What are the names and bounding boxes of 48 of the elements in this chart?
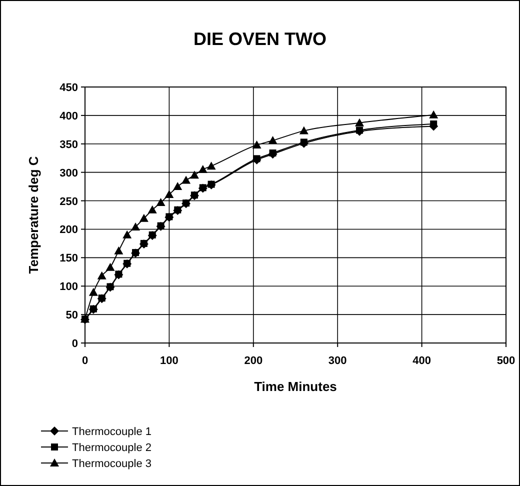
y-tick-label: 300	[60, 167, 78, 180]
point	[97, 271, 106, 280]
y-tick-label: 150	[60, 252, 78, 265]
point	[356, 126, 363, 134]
point	[114, 246, 124, 254]
y-axis-title: Temperature deg C	[26, 156, 41, 274]
point	[299, 126, 308, 134]
y-tick-label: 350	[60, 138, 78, 151]
point	[140, 240, 148, 247]
y-tick-label: 400	[60, 110, 78, 122]
point	[148, 205, 157, 214]
legend-label: Thermocouple 1	[72, 426, 152, 438]
x-tick-label: 300	[328, 355, 347, 367]
y-tick-label: 250	[60, 196, 78, 208]
legend-label: Thermocouple 2	[72, 442, 152, 454]
point	[122, 230, 132, 238]
y-tick-label: 0	[72, 338, 78, 350]
point	[198, 164, 208, 173]
point	[139, 214, 148, 222]
y-tick-label: 450	[60, 82, 78, 94]
x-tick-label: 200	[244, 355, 263, 367]
point	[164, 190, 174, 198]
point	[182, 176, 191, 184]
point	[429, 110, 438, 118]
point	[88, 288, 98, 296]
point	[268, 136, 278, 144]
point	[173, 182, 182, 190]
point	[253, 155, 260, 162]
y-tick-label: 200	[60, 224, 78, 236]
point	[300, 138, 308, 146]
point	[131, 222, 140, 230]
x-tick-label: 100	[160, 355, 178, 367]
chart-title: DIE OVEN TWO	[193, 29, 327, 49]
y-tick-label: 50	[66, 310, 78, 322]
point	[190, 170, 199, 179]
legend-label: Thermocouple 3	[72, 458, 152, 470]
x-tick-label: 0	[82, 355, 88, 367]
x-tick-label: 400	[412, 355, 431, 367]
x-axis-title: Time Minutes	[254, 379, 337, 394]
point	[106, 262, 115, 271]
point	[206, 162, 216, 170]
point	[354, 118, 364, 126]
point	[430, 120, 438, 128]
y-tick-label: 100	[60, 281, 78, 294]
x-tick-label: 500	[496, 355, 516, 367]
point	[156, 198, 166, 206]
point	[252, 140, 262, 149]
point	[269, 149, 276, 156]
